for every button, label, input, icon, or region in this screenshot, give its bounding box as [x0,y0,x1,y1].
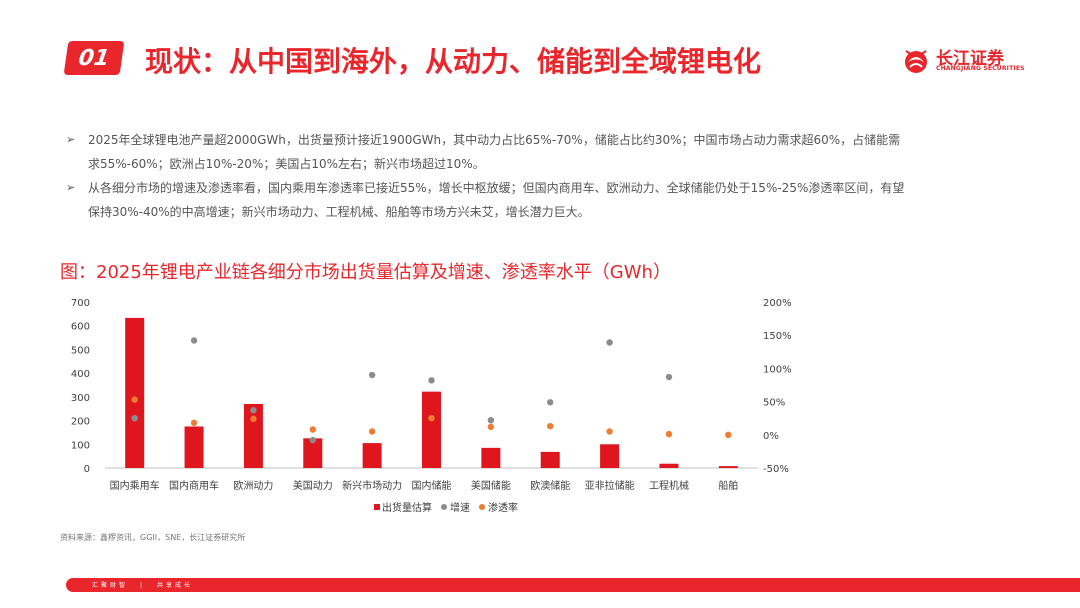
point-penetration [131,396,138,403]
legend-swatch-penetration [479,504,485,510]
point-growth [131,415,138,422]
y-right-tick-label: 0% [763,431,779,442]
brand-sub: CHANGJIANG SECURITIES [936,65,1025,72]
y-left-tick-label: 500 [71,345,90,356]
point-growth [428,377,435,384]
y-left-tick-label: 300 [71,393,90,404]
y-left-tick-label: 700 [71,298,90,309]
y-left-tick-label: 0 [84,464,90,475]
footer-slogan: 汇聚财智 | 共享成长 [92,582,194,589]
point-growth [547,399,554,406]
bullet-item: ➢ 2025年全球锂电池产量超2000GWh，出货量预计接近1900GWh，其中… [66,128,906,176]
bar-shipment [303,438,323,468]
x-tick-label: 国内商用车 [169,479,219,492]
point-penetration [309,426,316,433]
footer-slogan-right: 共享成长 [157,582,194,589]
legend-swatch-shipment [374,504,380,510]
y-left-tick-label: 400 [71,369,90,380]
point-penetration [487,423,495,431]
point-growth [487,416,495,424]
y-left-tick-label: 100 [71,440,90,451]
point-penetration [190,419,198,427]
bullet-item: ➢ 从各细分市场的增速及渗透率看，国内乘用车渗透率已接近55%，增长中枢放缓；但… [66,176,906,224]
arrow-icon: ➢ [66,133,76,146]
logo-icon [905,50,927,73]
x-tick-label: 船舶 [718,479,738,492]
bar-shipment [718,466,738,468]
x-tick-label: 国内乘用车 [110,479,160,492]
bullet-text: 2025年全球锂电池产量超2000GWh，出货量预计接近1900GWh，其中动力… [88,133,901,171]
bar-shipment [659,463,679,468]
point-penetration [250,415,257,423]
y-right-tick-label: 200% [763,298,792,309]
x-tick-label: 美国动力 [293,479,333,492]
bar-shipment [481,447,501,468]
point-growth [250,407,257,414]
y-right-tick-label: -50% [763,464,789,475]
x-tick-label: 国内储能 [412,479,452,492]
point-penetration [665,430,673,438]
point-growth [309,436,316,444]
x-tick-label: 美国储能 [471,479,511,492]
y-right-tick-label: 100% [763,364,792,375]
bar-shipment [184,426,204,468]
y-right-tick-label: 150% [763,331,792,342]
brand-name: 长江证券 [936,49,1004,69]
legend-label-penetration: 渗透率 [488,501,518,514]
footer-bar [66,578,1080,592]
footer-slogan-left: 汇聚财智 [92,582,129,589]
bar-shipment [422,391,441,468]
y-left-tick-label: 200 [71,417,90,428]
y-right-tick-label: 50% [763,398,785,409]
point-growth [606,339,613,346]
legend-label-growth: 增速 [450,501,470,514]
bullet-text: 从各细分市场的增速及渗透率看，国内乘用车渗透率已接近55%，增长中枢放缓；但国内… [88,181,905,219]
bar-shipment [362,443,382,468]
x-tick-label: 欧澳储能 [530,479,570,492]
point-penetration [368,428,376,435]
page-title: 现状：从中国到海外，从动力、储能到全域锂电化 [145,45,762,78]
bar-shipment [600,444,620,468]
point-penetration [725,431,732,438]
source-note: 资料来源：鑫椤资讯，GGII，SNE，长江证券研究所 [60,533,246,542]
point-penetration [606,428,613,435]
bar-shipment [540,451,560,468]
point-penetration [547,422,554,430]
bar-shipment [243,403,263,468]
point-growth [190,337,198,344]
brand-logo: 长江证券 CHANGJIANG SECURITIES [900,44,1030,78]
x-tick-label: 新兴市场动力 [342,479,402,492]
point-penetration [428,415,435,422]
legend-swatch-growth [441,504,447,510]
x-tick-label: 亚非拉储能 [585,479,635,492]
point-growth [368,371,376,379]
x-tick-label: 工程机械 [649,479,689,492]
x-tick-label: 欧洲动力 [233,479,273,492]
legend-label-shipment: 出货量估算 [382,501,432,514]
arrow-icon: ➢ [66,181,76,194]
chart-title: 图：2025年锂电产业链各细分市场出货量估算及增速、渗透率水平（GWh） [60,262,671,283]
y-left-tick-label: 600 [71,322,90,333]
point-growth [665,373,673,381]
bullet-list: ➢ 2025年全球锂电池产量超2000GWh，出货量预计接近1900GWh，其中… [66,128,906,224]
bar-shipment [125,317,145,468]
